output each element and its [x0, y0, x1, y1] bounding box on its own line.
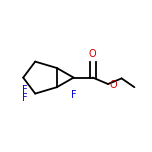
Text: F: F: [22, 85, 28, 95]
Text: F: F: [71, 90, 76, 100]
Text: O: O: [110, 80, 117, 90]
Text: O: O: [89, 49, 97, 59]
Text: F: F: [22, 93, 28, 103]
